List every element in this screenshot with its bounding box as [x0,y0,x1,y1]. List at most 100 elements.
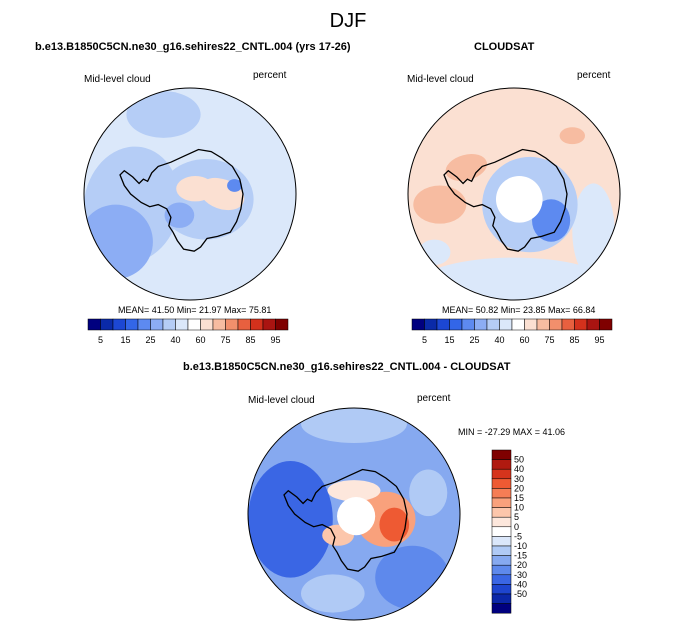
diff-colorbar-box [491,478,512,489]
diff-colorbar-box [491,488,512,499]
diff-colorbar-box [491,526,512,537]
diff-colorbar-tick-label: -15 [514,551,527,561]
obs-missing-data [495,175,543,223]
obs-colorbar-box [411,318,425,331]
model-colorbar-tick-label: 5 [98,335,103,345]
obs-colorbar-box [449,318,463,331]
diff-colorbar-box [491,507,512,518]
obs-colorbar-box [511,318,525,331]
diff-polar-map [247,407,461,621]
model-colorbar-box [200,318,214,331]
diff-panel-title: b.e13.B1850C5CN.ne30_g16.sehires22_CNTL.… [183,361,511,373]
diff-colorbar-tick-label: 50 [514,455,524,465]
diff-colorbar-tick-label: -5 [514,531,522,541]
model-units-label: percent [253,70,287,81]
diff-cloud-patch [379,507,410,542]
diff-colorbar-box [491,449,512,460]
obs-colorbar-box [424,318,438,331]
diff-missing-data [337,497,376,536]
model-colorbar-box [262,318,276,331]
diff-colorbar-tick-label: 0 [514,522,519,532]
diff-cloud-patch [301,574,365,613]
diff-colorbar-tick-label: -40 [514,579,527,589]
diff-colorbar-tick-label: 10 [514,503,524,513]
diff-colorbar-box [491,536,512,547]
model-colorbar-box [125,318,139,331]
obs-cloud-patch [418,239,451,266]
model-colorbar-tick-label: 40 [170,335,180,345]
diff-colorbar-tick-label: 30 [514,474,524,484]
model-colorbar-box [237,318,251,331]
obs-units-label: percent [577,70,611,81]
obs-colorbar-tick-label: 5 [422,335,427,345]
diff-colorbar-box [491,603,512,614]
obs-polar-map [407,87,621,301]
obs-stats: MEAN= 50.82 Min= 23.85 Max= 66.84 [442,305,596,315]
obs-colorbar-tick-label: 15 [444,335,454,345]
model-map-border [83,87,297,301]
model-cloud-patch [176,175,215,202]
model-colorbar-tick-label: 15 [120,335,130,345]
model-cloud-patch [84,204,153,279]
diff-colorbar-tick-label: -50 [514,589,527,599]
model-colorbar-tick-label: 75 [220,335,230,345]
model-field [84,88,296,300]
obs-variable-label: Mid-level cloud [407,74,474,85]
diff-antarctica-coastline [283,468,408,572]
model-polar-map [83,87,297,301]
diff-colorbar-box [491,564,512,576]
obs-colorbar-box [499,318,513,331]
diff-colorbar-box [491,584,512,595]
diff-colorbar-box [491,555,512,566]
model-panel-title: b.e13.B1850C5CN.ne30_g16.sehires22_CNTL.… [35,41,351,53]
model-colorbar-box [175,318,189,331]
diff-colorbar-box [491,593,512,604]
obs-map-border [407,87,621,301]
obs-colorbar-tick-label: 85 [569,335,579,345]
obs-field [408,88,620,300]
obs-panel-title: CLOUDSAT [474,41,535,53]
model-colorbar-tick-label: 85 [245,335,255,345]
model-colorbar: 5 15 25 40 60 75 85 95 [87,318,289,345]
diff-cloud-patch [327,480,381,502]
diff-colorbar-box [491,459,512,470]
diff-colorbar-tick-label: 15 [514,493,524,503]
model-colorbar-box [87,318,101,331]
diff-colorbar-tick-label: 20 [514,483,524,493]
model-colorbar-box [212,318,226,331]
obs-colorbar-tick-label: 40 [494,335,504,345]
model-cloud-patch [164,202,195,228]
diff-variable-label: Mid-level cloud [248,395,315,406]
obs-colorbar-box [549,318,563,331]
obs-colorbar-box [586,318,600,331]
diff-colorbar-tick-label: -10 [514,541,527,551]
model-stats: MEAN= 41.50 Min= 21.97 Max= 75.81 [118,305,272,315]
obs-colorbar-box [536,318,550,331]
model-colorbar-tick-label: 95 [270,335,280,345]
obs-colorbar-box [599,318,613,331]
diff-colorbar-box [491,516,512,528]
diff-colorbar-box [491,574,512,585]
diff-colorbar-box [491,545,512,556]
model-colorbar-box [225,318,239,331]
diff-colorbar-tick-label: -20 [514,560,527,570]
obs-cloud-patch [532,199,571,242]
obs-colorbar-tick-label: 60 [519,335,529,345]
model-colorbar-box [162,318,176,331]
obs-colorbar-tick-label: 95 [594,335,604,345]
obs-antarctica-coastline [443,148,568,252]
model-colorbar-box [275,318,289,331]
obs-colorbar: 5 15 25 40 60 75 85 95 [411,318,613,345]
obs-colorbar-box [436,318,450,331]
diff-stats: MIN = -27.29 MAX = 41.06 [458,427,566,437]
obs-colorbar-box [486,318,500,331]
model-colorbar-box [100,318,114,331]
obs-colorbar-box [561,318,575,331]
obs-colorbar-box [474,318,488,331]
obs-colorbar-box [461,318,475,331]
model-colorbar-tick-label: 25 [145,335,155,345]
model-cloud-patch [227,179,242,192]
obs-colorbar-tick-label: 25 [469,335,479,345]
model-colorbar-box [150,318,164,331]
